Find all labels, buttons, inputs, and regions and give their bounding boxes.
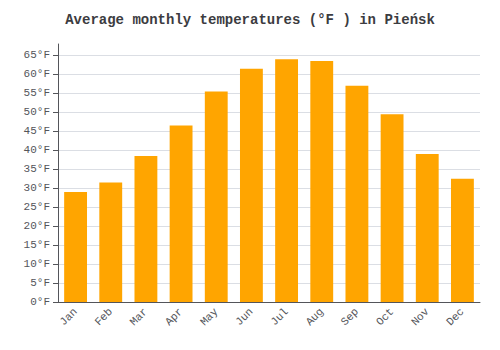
svg-text:15°F: 15°F bbox=[24, 239, 50, 251]
svg-text:65°F: 65°F bbox=[24, 49, 50, 61]
svg-text:Apr: Apr bbox=[163, 306, 185, 328]
svg-text:Sep: Sep bbox=[339, 306, 361, 328]
svg-text:Oct: Oct bbox=[374, 306, 396, 328]
svg-text:Average monthly temperatures (: Average monthly temperatures (°F ) in Pi… bbox=[65, 12, 435, 28]
svg-text:10°F: 10°F bbox=[24, 258, 50, 270]
svg-text:Mar: Mar bbox=[128, 306, 150, 328]
svg-text:25°F: 25°F bbox=[24, 201, 50, 213]
svg-text:30°F: 30°F bbox=[24, 182, 50, 194]
svg-text:Aug: Aug bbox=[304, 306, 326, 328]
svg-text:Jun: Jun bbox=[233, 306, 255, 328]
svg-text:Jul: Jul bbox=[268, 306, 290, 328]
svg-text:Feb: Feb bbox=[93, 306, 115, 328]
svg-text:5°F: 5°F bbox=[30, 277, 50, 289]
svg-text:May: May bbox=[198, 305, 221, 328]
svg-text:35°F: 35°F bbox=[24, 163, 50, 175]
svg-text:55°F: 55°F bbox=[24, 87, 50, 99]
svg-text:Nov: Nov bbox=[409, 305, 432, 328]
svg-text:60°F: 60°F bbox=[24, 68, 50, 80]
svg-text:0°F: 0°F bbox=[30, 296, 50, 308]
svg-text:Jan: Jan bbox=[57, 306, 79, 328]
svg-text:20°F: 20°F bbox=[24, 220, 50, 232]
svg-text:Dec: Dec bbox=[444, 306, 466, 328]
svg-text:40°F: 40°F bbox=[24, 144, 50, 156]
svg-text:50°F: 50°F bbox=[24, 106, 50, 118]
svg-text:45°F: 45°F bbox=[24, 125, 50, 137]
